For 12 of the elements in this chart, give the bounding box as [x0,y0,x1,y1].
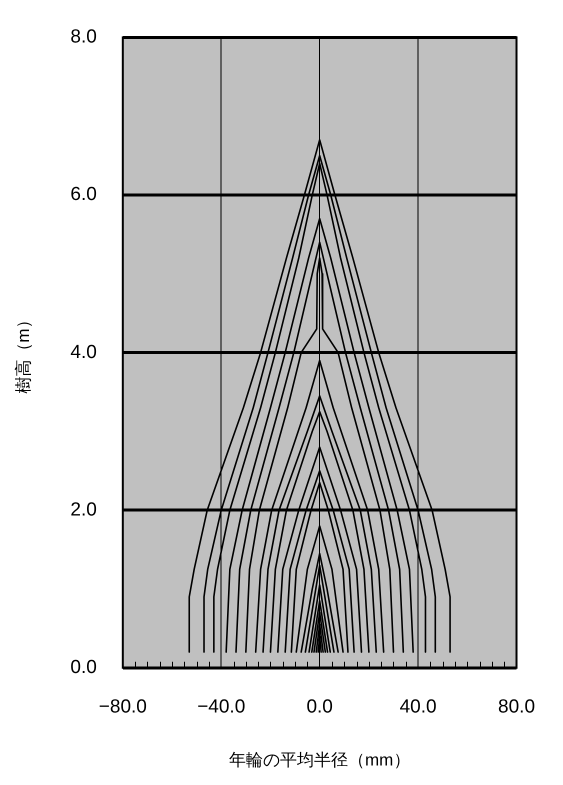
x-tick-label: 40.0 [400,696,437,718]
x-axis-title: 年輪の平均半径（mm） [228,750,410,770]
x-tick-label: −80.0 [98,696,147,718]
y-tick-label: 0.0 [70,657,97,678]
y-axis-title: 樹高（m） [14,312,33,394]
x-tick-label: −40.0 [197,696,246,718]
y-tick-label: 4.0 [70,342,97,363]
x-tick-label: 0.0 [306,696,333,718]
y-tick-label: 2.0 [70,499,97,520]
x-tick-label: 80.0 [498,696,535,718]
y-tick-label: 8.0 [70,26,97,48]
y-tick-label: 6.0 [70,184,97,206]
